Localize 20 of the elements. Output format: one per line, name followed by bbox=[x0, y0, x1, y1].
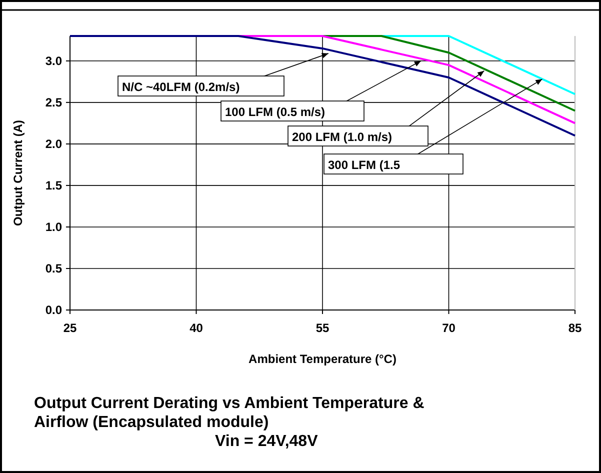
y-tick-label: 3.0 bbox=[45, 54, 62, 68]
x-tick-label: 55 bbox=[316, 321, 330, 335]
y-tick-label: 1.0 bbox=[45, 220, 62, 234]
annotation: N/C ~40LFM (0.2m/s) bbox=[122, 80, 240, 94]
y-axis-title: Output Current (A) bbox=[11, 120, 25, 226]
y-tick-label: 0.0 bbox=[45, 303, 62, 318]
x-tick-label: 70 bbox=[442, 321, 456, 335]
y-tick-label: 1.5 bbox=[45, 178, 62, 193]
y-tick-label: 2.0 bbox=[45, 137, 62, 152]
y-tick-label: 2.5 bbox=[45, 96, 62, 110]
y-tick-label: 0.5 bbox=[45, 262, 62, 276]
annotation: 200 LFM (1.0 m/s) bbox=[292, 130, 392, 144]
x-tick-label: 25 bbox=[63, 321, 77, 335]
annotation: 100 LFM (0.5 m/s) bbox=[225, 105, 326, 119]
x-tick-label: 40 bbox=[190, 321, 204, 335]
annotation: 300 LFM (1.5 bbox=[328, 158, 400, 172]
x-tick-label: 85 bbox=[568, 321, 582, 335]
text: Output Current Derating vs Ambient Temperature & Airflow (Encapsulated module) bbox=[34, 395, 425, 431]
text: Vin = 24V,48V bbox=[215, 433, 318, 450]
x-axis-title: Ambient Temperature (°C) bbox=[248, 352, 396, 366]
